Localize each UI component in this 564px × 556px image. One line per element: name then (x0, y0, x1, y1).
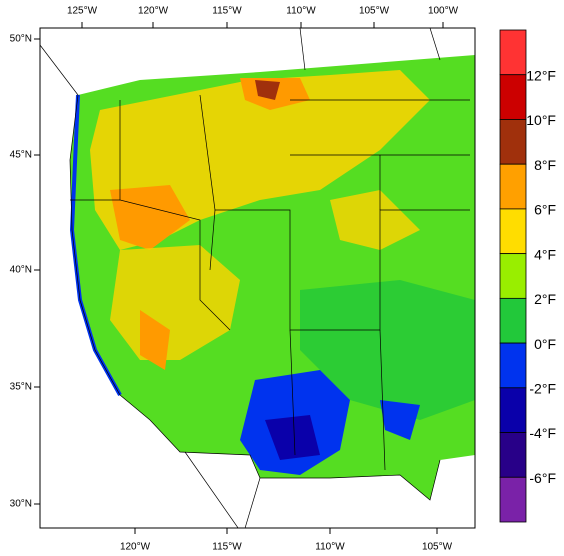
lon-tick-label: 110°W (315, 542, 345, 553)
colorbar-label: 0°F (534, 336, 556, 352)
colorbar-box (499, 387, 527, 433)
colorbar-box (499, 208, 527, 255)
lat-tick-label: 35°N (10, 382, 32, 393)
lon-tick-label: 120°W (138, 6, 169, 17)
colorbar-box (499, 432, 527, 478)
colorbar-box (499, 29, 527, 76)
warm-area (110, 185, 190, 250)
lat-tick-label: 40°N (10, 265, 32, 276)
lon-tick-label: 105°W (422, 542, 453, 553)
colorbar-label: 2°F (534, 291, 556, 307)
colorbar-label: 12°F (526, 67, 556, 83)
map-frame (39, 27, 476, 529)
lon-tick-label: 120°W (120, 542, 151, 553)
lat-tick-label: 50°N (10, 34, 32, 45)
colorbar-box (499, 297, 527, 344)
cold-area (380, 400, 420, 440)
colorbar-box (499, 74, 527, 120)
colorbar-label: 4°F (534, 246, 556, 262)
colorbar-box (499, 476, 527, 523)
colorbar-box (499, 163, 527, 210)
lon-tick-label: 115°W (212, 542, 242, 553)
lon-tick-label: 100°W (428, 6, 459, 17)
map-field (40, 28, 475, 528)
warm-area (140, 310, 170, 370)
colorbar-label: -2°F (529, 381, 556, 397)
warm-area (255, 80, 280, 100)
lon-tick-label: 105°W (359, 6, 390, 17)
colorbar-label: 6°F (534, 202, 556, 218)
colorbar: 12°F 10°F 8°F 6°F 4°F 2°F 0°F -2°F -4°F -6°F (499, 29, 556, 523)
colorbar-label: -4°F (529, 425, 556, 441)
boundaries (40, 28, 470, 528)
colorbar-label: 8°F (534, 157, 556, 173)
colorbar-box (499, 342, 527, 389)
colorbar-label: 10°F (526, 112, 556, 128)
axis-ticks: 125°W 120°W 115°W 110°W 105°W 100°W 120°W 115°W… (10, 6, 459, 553)
lon-tick-label: 115°W (212, 6, 242, 17)
lat-tick-label: 30°N (10, 499, 32, 510)
lat-tick-label: 45°N (10, 150, 32, 161)
cool-area (300, 280, 475, 420)
colorbar-box (499, 119, 527, 165)
colorbar-label: -6°F (529, 470, 556, 486)
warm-area (330, 190, 420, 250)
cold-area (265, 415, 320, 460)
lon-tick-label: 125°W (67, 6, 98, 17)
colorbar-box (499, 253, 527, 299)
lon-tick-label: 110°W (286, 6, 316, 17)
